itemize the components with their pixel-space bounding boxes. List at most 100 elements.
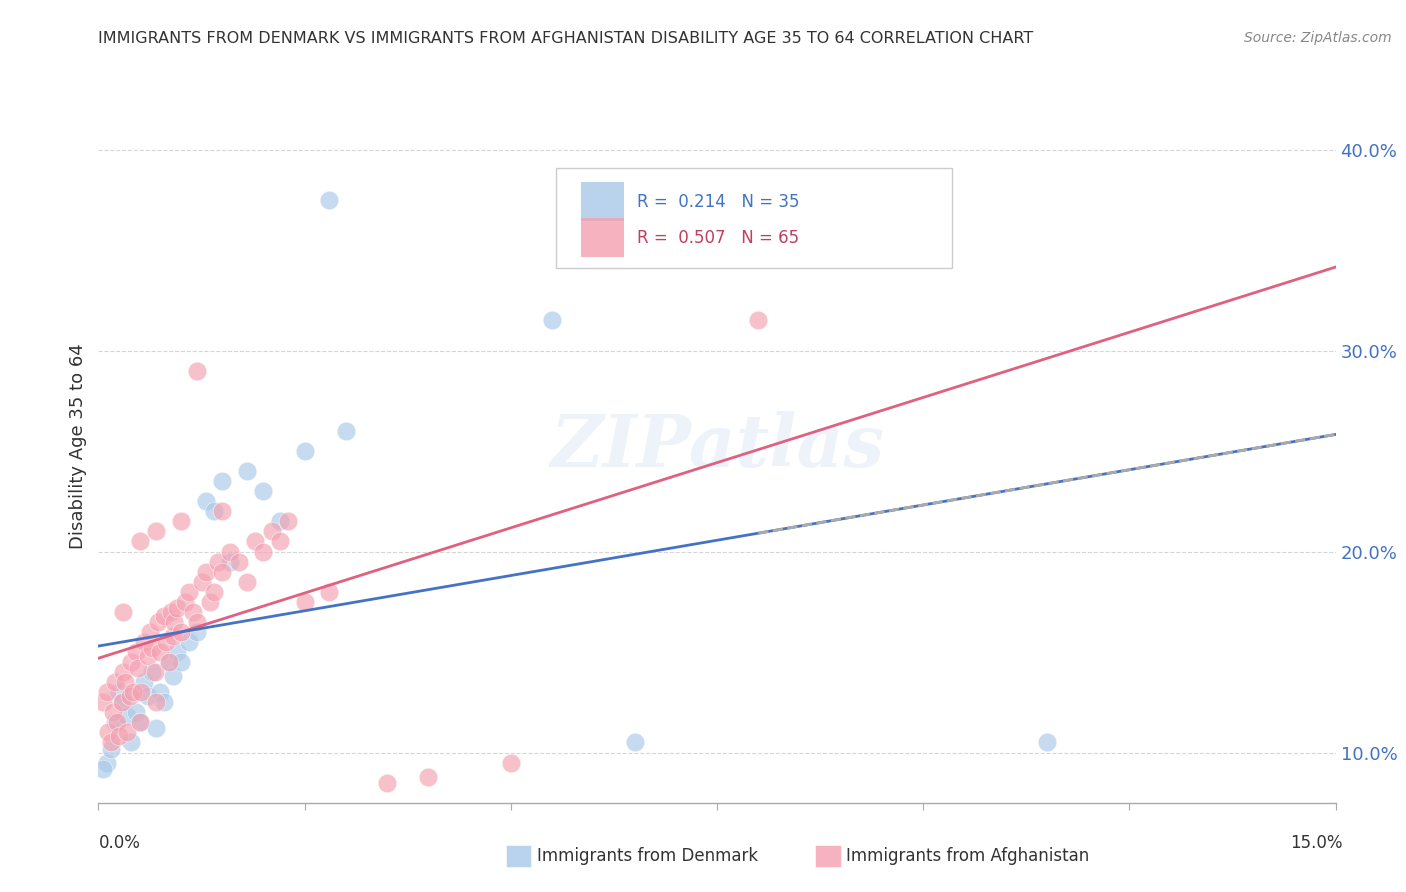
Point	[194, 565, 217, 579]
Point	[181, 605, 204, 619]
Text: Immigrants from Denmark: Immigrants from Denmark	[537, 847, 758, 865]
Point	[122, 685, 145, 699]
Point	[623, 735, 645, 749]
Point	[136, 690, 159, 704]
FancyBboxPatch shape	[557, 168, 952, 268]
Point	[252, 484, 274, 499]
Point	[418, 770, 440, 784]
Point	[153, 695, 176, 709]
Point	[104, 715, 127, 730]
Point	[132, 635, 155, 649]
Point	[117, 709, 139, 723]
Point	[145, 695, 167, 709]
Point	[202, 584, 225, 599]
Point	[179, 635, 201, 649]
Point	[162, 669, 184, 683]
Point	[120, 655, 142, 669]
Point	[143, 665, 166, 680]
Point	[294, 595, 316, 609]
Point	[219, 555, 242, 569]
Point	[243, 534, 266, 549]
Point	[236, 574, 259, 589]
Point	[120, 735, 142, 749]
Point	[260, 524, 283, 539]
Text: R =  0.507   N = 65: R = 0.507 N = 65	[637, 228, 799, 246]
Point	[294, 444, 316, 458]
Text: Immigrants from Afghanistan: Immigrants from Afghanistan	[846, 847, 1090, 865]
Point	[335, 424, 357, 438]
Point	[269, 515, 291, 529]
Point	[146, 615, 169, 629]
Point	[114, 675, 136, 690]
Point	[179, 584, 201, 599]
Point	[128, 715, 150, 730]
Point	[541, 313, 564, 327]
Point	[124, 645, 146, 659]
Point	[149, 645, 172, 659]
Point	[136, 648, 159, 663]
Point	[131, 685, 153, 699]
Point	[153, 608, 176, 623]
Point	[127, 661, 149, 675]
Point	[186, 363, 208, 377]
Point	[157, 655, 180, 669]
Point	[110, 695, 132, 709]
Point	[202, 504, 225, 518]
Point	[108, 685, 131, 699]
Point	[170, 624, 193, 639]
Point	[112, 695, 135, 709]
Point	[318, 193, 340, 207]
Point	[163, 615, 186, 629]
Point	[104, 675, 127, 690]
Point	[170, 515, 193, 529]
Point	[97, 725, 120, 739]
Point	[162, 629, 184, 643]
Point	[219, 544, 242, 558]
Point	[269, 534, 291, 549]
Point	[105, 715, 128, 730]
Point	[96, 685, 118, 699]
Point	[228, 555, 250, 569]
Point	[277, 515, 299, 529]
Point	[118, 690, 141, 704]
Point	[499, 756, 522, 770]
Point	[186, 615, 208, 629]
Point	[236, 464, 259, 478]
Point	[149, 685, 172, 699]
Point	[141, 640, 163, 655]
Point	[141, 665, 163, 680]
Point	[91, 762, 114, 776]
Point	[96, 756, 118, 770]
Text: ZIPatlas: ZIPatlas	[550, 410, 884, 482]
Point	[174, 595, 197, 609]
Point	[211, 504, 233, 518]
Point	[103, 706, 125, 720]
Point	[91, 695, 114, 709]
Point	[145, 524, 167, 539]
Point	[170, 655, 193, 669]
Point	[166, 600, 188, 615]
Point	[747, 313, 769, 327]
Point	[318, 584, 340, 599]
Point	[211, 474, 233, 488]
Point	[252, 544, 274, 558]
FancyBboxPatch shape	[581, 218, 624, 257]
Point	[128, 534, 150, 549]
Point	[124, 706, 146, 720]
Point	[128, 715, 150, 730]
Point	[117, 725, 139, 739]
Point	[155, 635, 177, 649]
Point	[198, 595, 221, 609]
Point	[160, 605, 183, 619]
Point	[108, 730, 131, 744]
Point	[157, 655, 180, 669]
FancyBboxPatch shape	[581, 182, 624, 221]
Point	[100, 735, 122, 749]
Point	[207, 555, 229, 569]
Point	[190, 574, 212, 589]
Point	[166, 645, 188, 659]
Y-axis label: Disability Age 35 to 64: Disability Age 35 to 64	[69, 343, 87, 549]
Point	[145, 722, 167, 736]
Point	[132, 675, 155, 690]
Point	[194, 494, 217, 508]
